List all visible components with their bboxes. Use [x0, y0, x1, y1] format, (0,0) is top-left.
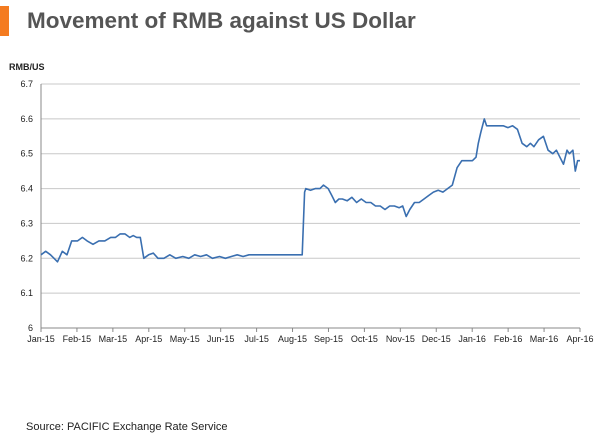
x-tick-label: Aug-15 — [278, 334, 307, 344]
x-tick-label: Oct-15 — [351, 334, 378, 344]
title-accent-bar — [0, 6, 9, 36]
x-tick-label: Nov-15 — [386, 334, 415, 344]
x-tick-label: Sep-15 — [314, 334, 343, 344]
source-note: Source: PACIFIC Exchange Rate Service — [26, 421, 228, 433]
y-tick-label: 6 — [28, 323, 33, 333]
x-tick-label: Mar-15 — [99, 334, 128, 344]
chart-axes — [40, 84, 580, 329]
y-axis-ticks: 6 6.1 6.2 6.3 6.4 6.5 6.6 6.7 — [20, 79, 33, 333]
y-tick-label: 6.5 — [20, 149, 33, 159]
y-axis-label: RMB/US — [9, 62, 45, 72]
x-tick-label: Dec-15 — [422, 334, 451, 344]
x-tick-label: Mar-16 — [530, 334, 559, 344]
x-tick-label: Jun-15 — [207, 334, 235, 344]
y-tick-label: 6.1 — [20, 288, 33, 298]
x-tick-label: Feb-16 — [494, 334, 523, 344]
y-tick-label: 6.6 — [20, 114, 33, 124]
x-tick-label: May-15 — [170, 334, 200, 344]
x-tick-label: Jul-15 — [244, 334, 269, 344]
x-tick-label: Feb-15 — [63, 334, 92, 344]
y-tick-label: 6.3 — [20, 218, 33, 228]
x-axis-ticks: Jan-15 Feb-15 Mar-15 Apr-15 May-15 Jun-15 Jul-… — [27, 328, 594, 344]
x-tick-label: Jan-16 — [458, 334, 486, 344]
y-tick-label: 6.2 — [20, 253, 33, 263]
x-tick-label: Jan-15 — [27, 334, 55, 344]
x-tick-label: Apr-16 — [566, 334, 593, 344]
page-title: Movement of RMB against US Dollar — [27, 8, 416, 33]
y-tick-label: 6.7 — [20, 79, 33, 89]
series-line-rmb-usd — [40, 118, 580, 263]
y-tick-label: 6.4 — [20, 184, 33, 194]
chart-grid — [41, 83, 580, 294]
x-tick-label: Apr-15 — [135, 334, 162, 344]
